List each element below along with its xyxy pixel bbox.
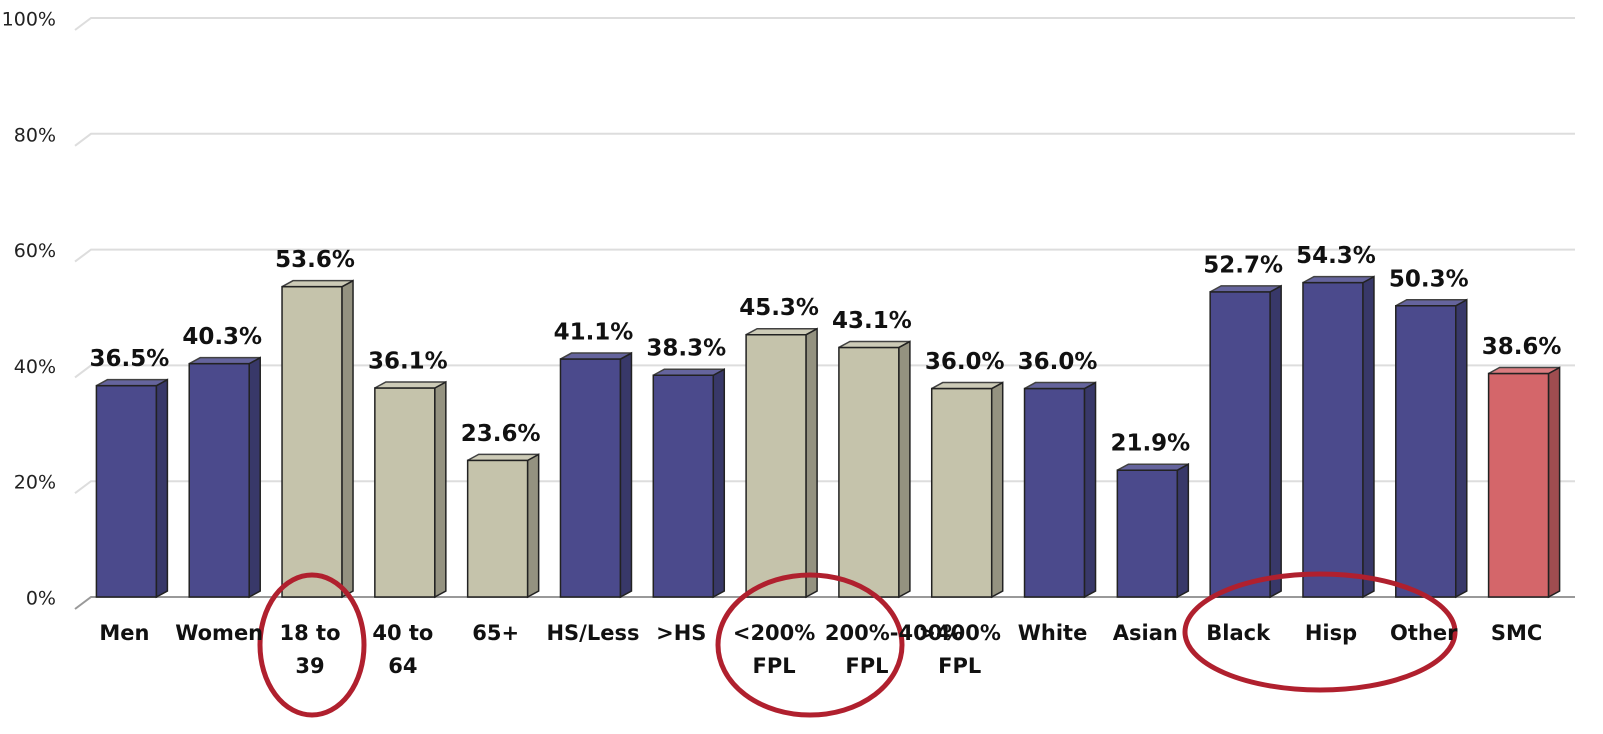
- y-tick-label: 40%: [14, 356, 56, 378]
- bar-top: [1116, 463, 1189, 471]
- bar: [1116, 469, 1179, 598]
- annotations: [257, 571, 1458, 718]
- bar: [745, 333, 807, 598]
- grid-line: [74, 132, 1575, 147]
- bar-side: [990, 381, 1004, 599]
- bar-top: [560, 352, 632, 360]
- x-tick-label: SMC: [1490, 621, 1543, 645]
- bar-top: [1302, 275, 1375, 284]
- highlight-circle: [257, 572, 367, 718]
- bar-top: [931, 381, 1004, 390]
- bar-top: [1024, 381, 1096, 390]
- value-label: 36.1%: [368, 348, 448, 374]
- bar: [188, 362, 250, 598]
- bar: [374, 387, 436, 598]
- bar-side: [526, 453, 540, 599]
- grid-line: [74, 248, 1575, 263]
- y-tick-label: 0%: [26, 588, 56, 610]
- bar-side: [619, 351, 633, 599]
- value-label: 23.6%: [461, 421, 541, 447]
- bar: [559, 358, 622, 598]
- bar: [1487, 372, 1550, 598]
- x-tick-label: >HS: [656, 621, 707, 645]
- value-label: 38.3%: [646, 336, 726, 362]
- value-label: 36.0%: [1018, 349, 1098, 375]
- bar-top: [1395, 299, 1468, 307]
- x-tick-label: <200% FPL: [732, 621, 816, 678]
- x-tick-label: >400% FPL: [918, 621, 1001, 678]
- x-tick-label: HS/Less: [546, 621, 640, 645]
- marks: 0% 20% 40% 60% 80% 100% 36.5% 40.3% 53.6% 36.1% 23…: [2, 9, 1575, 610]
- grid-line: [74, 596, 1575, 610]
- bar: [1209, 291, 1271, 598]
- bar-side: [1176, 462, 1190, 599]
- y-tick-label: 100%: [2, 9, 56, 31]
- value-label: 53.6%: [275, 247, 355, 273]
- bar-side: [1269, 284, 1282, 599]
- x-tick-label: Women: [175, 621, 264, 645]
- bar-side: [155, 378, 169, 599]
- value-label: 36.5%: [90, 346, 170, 372]
- highlight-circle: [715, 572, 905, 718]
- value-label: 45.3%: [739, 295, 819, 321]
- x-tick-label: 18 to 39: [279, 621, 341, 678]
- x-tick-label: 40 to 64: [372, 621, 434, 678]
- y-tick-label: 20%: [14, 472, 56, 494]
- bar-top: [281, 279, 354, 288]
- value-label: 40.3%: [182, 324, 262, 350]
- bar-top: [652, 368, 725, 376]
- bar-top: [467, 453, 540, 462]
- bar: [95, 384, 158, 598]
- value-label: 38.6%: [1482, 334, 1562, 360]
- bar-top: [1488, 366, 1560, 375]
- value-label: 54.3%: [1296, 243, 1376, 269]
- x-tick-label: Black: [1206, 621, 1271, 645]
- bar: [1023, 387, 1086, 598]
- bar-top: [1209, 285, 1282, 293]
- x-tick-label: Hisp: [1304, 621, 1358, 645]
- value-label: 50.3%: [1389, 266, 1469, 292]
- bar-side: [1455, 298, 1468, 599]
- y-tick-label: 60%: [14, 240, 56, 262]
- highlight-circle: [1182, 571, 1458, 693]
- value-label: 52.7%: [1203, 252, 1283, 278]
- bar-side: [898, 340, 911, 599]
- bar: [838, 346, 900, 598]
- grid-line: [74, 17, 1575, 31]
- bar-side: [1362, 275, 1375, 599]
- bar-top: [374, 381, 447, 389]
- x-tick-label: White: [1017, 621, 1088, 645]
- bar-side: [712, 367, 726, 599]
- x-tick-label: Other: [1390, 621, 1458, 645]
- bar: [281, 285, 343, 598]
- bar-side: [434, 380, 447, 599]
- value-label: 43.1%: [832, 308, 912, 334]
- bar-side: [341, 279, 354, 599]
- bar-top: [838, 340, 911, 349]
- bar-side: [1547, 366, 1561, 599]
- bar: [1395, 305, 1457, 598]
- bar-top: [96, 378, 168, 387]
- x-tick-label: 200%-400% FPL: [824, 621, 964, 678]
- x-tick-label: Men: [99, 621, 150, 645]
- bar: [930, 387, 993, 598]
- x-tick-label: Asian: [1112, 621, 1178, 645]
- y-tick-label: 80%: [14, 124, 56, 146]
- bar: [1302, 281, 1364, 598]
- bar-side: [248, 356, 261, 599]
- value-label: 36.0%: [925, 349, 1005, 375]
- grid-line: [74, 364, 1575, 379]
- bar: [652, 374, 715, 598]
- bar-side: [805, 327, 818, 599]
- x-tick-label: 65+: [472, 621, 520, 645]
- bar-top: [745, 327, 818, 336]
- value-label: 41.1%: [554, 320, 634, 346]
- bar-side: [1083, 381, 1097, 599]
- bar-top: [188, 356, 261, 365]
- bar: [466, 459, 529, 598]
- value-label: 21.9%: [1110, 431, 1190, 457]
